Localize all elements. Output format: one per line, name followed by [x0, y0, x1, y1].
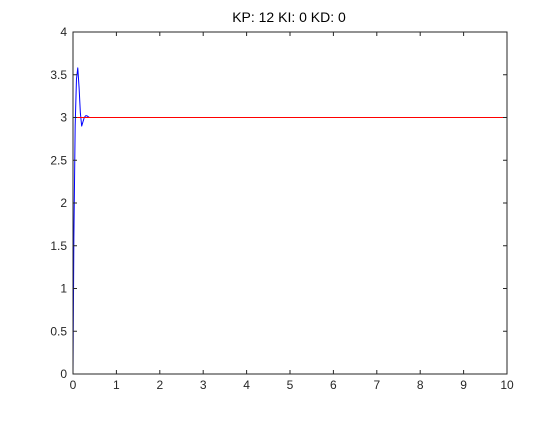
series-layer: [72, 67, 507, 375]
y-tick-label: 0: [60, 367, 67, 381]
x-tick-label: 1: [113, 378, 120, 392]
x-tick-label: 0: [70, 378, 77, 392]
y-tick-label: 3: [60, 111, 67, 125]
y-tick-label: 2: [60, 196, 67, 210]
x-tick-label: 3: [200, 378, 207, 392]
x-tick-label: 4: [243, 378, 250, 392]
x-tick-label: 6: [330, 378, 337, 392]
y-tick-label: 4: [60, 25, 67, 39]
x-tick-label: 10: [500, 378, 514, 392]
x-tick-label: 5: [287, 378, 294, 392]
x-tick-label: 7: [373, 378, 380, 392]
y-tick-label: 1.5: [50, 239, 67, 253]
x-tick-label: 2: [156, 378, 163, 392]
chart-title: KP: 12 KI: 0 KD: 0: [232, 9, 346, 25]
x-tick-label: 9: [460, 378, 467, 392]
y-tick-label: 3.5: [50, 68, 67, 82]
y-tick-label: 0.5: [50, 324, 67, 338]
y-tick-label: 1: [60, 282, 67, 296]
x-axis-ticks: 0 1 2 3 4 5 6 7 8 9 10: [70, 32, 514, 392]
x-tick-label: 8: [417, 378, 424, 392]
plot-area: [73, 32, 507, 374]
y-tick-label: 2.5: [50, 153, 67, 167]
y-axis-ticks: 0 0.5 1 1.5 2 2.5 3 3.5 4: [50, 25, 507, 381]
